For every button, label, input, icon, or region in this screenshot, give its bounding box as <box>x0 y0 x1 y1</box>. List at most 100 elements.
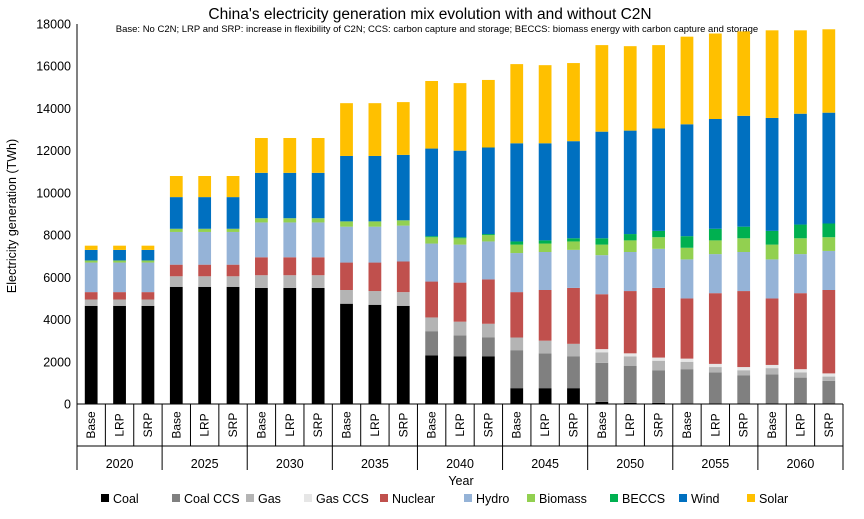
bar-segment-biomass <box>510 244 524 254</box>
x-tick-label: LRP <box>198 413 212 436</box>
x-tick-label: LRP <box>368 413 382 436</box>
bar-segment-beccs <box>567 238 580 242</box>
bar-segment-gas-ccs <box>595 349 609 353</box>
x-tick-label: Base <box>510 411 524 439</box>
bar-segment-solar <box>311 138 325 173</box>
bar-segment-biomass <box>340 221 353 227</box>
bar-segment-hydro <box>425 243 439 282</box>
x-tick-label: Base <box>765 411 779 439</box>
bar-segment-gas <box>396 292 410 306</box>
bar-segment-biomass <box>113 260 126 263</box>
bar-segment-solar <box>794 30 807 114</box>
legend-swatch <box>172 494 180 502</box>
x-tick-label: SRP <box>396 413 410 438</box>
bar-segment-coal <box>623 402 637 404</box>
bar-segment-nuclear <box>283 257 297 276</box>
bar-segment-nuclear <box>368 262 382 292</box>
bar-segment-hydro <box>708 254 722 294</box>
bar-segment-wind <box>226 197 240 229</box>
bar-segment-coal-ccs <box>765 374 779 404</box>
bar-segment-solar <box>425 81 439 149</box>
bar-segment-coal-ccs <box>652 370 665 403</box>
bar-segment-wind <box>481 147 495 235</box>
bar-segment-solar <box>340 103 353 156</box>
bar-segment-hydro <box>680 259 694 299</box>
bar-segment-solar <box>652 45 665 129</box>
bar-segment-beccs <box>794 224 807 239</box>
bar-segment-gas-ccs <box>708 363 722 368</box>
bar-segment-wind <box>794 113 807 225</box>
x-tick-label: Base <box>169 411 183 439</box>
x-group-label: 2025 <box>191 457 219 471</box>
bar-segment-solar <box>113 245 126 250</box>
bar-segment-wind <box>765 117 779 231</box>
legend-label: Coal CCS <box>184 492 240 506</box>
x-group-label: 2035 <box>361 457 389 471</box>
x-tick-label: LRP <box>793 413 807 436</box>
bar-segment-gas <box>822 376 836 381</box>
bar-segment-gas <box>680 361 694 370</box>
bar-segment-hydro <box>595 255 609 295</box>
bar-segment-wind <box>623 130 637 235</box>
bar-segment-biomass <box>84 260 98 263</box>
bar-segment-biomass <box>396 220 410 226</box>
bar-segment-nuclear <box>113 292 126 300</box>
bar-segment-solar <box>141 245 155 250</box>
bar-segment-gas <box>283 275 297 288</box>
bar-segment-nuclear <box>595 294 609 350</box>
bar-segment-hydro <box>765 259 779 299</box>
bar-segment-biomass <box>822 237 836 251</box>
bar-segment-coal-ccs <box>708 372 722 404</box>
y-tick-label: 18000 <box>36 18 71 32</box>
bar-segment-nuclear <box>141 292 155 300</box>
bar-segment-gas-ccs <box>794 369 807 373</box>
bar-segment-wind <box>595 131 609 239</box>
legend-label: Hydro <box>476 492 509 506</box>
bar-segment-biomass <box>623 240 637 252</box>
x-group-label: 2045 <box>531 457 559 471</box>
bar-segment-wind <box>425 148 439 237</box>
bar-segment-gas <box>595 352 609 363</box>
bar-segment-wind <box>84 249 98 261</box>
bar-segment-hydro <box>623 252 637 292</box>
bar-segment-beccs <box>708 228 722 241</box>
bar-segment-gas <box>113 299 126 306</box>
bar-segment-coal-ccs <box>481 337 495 357</box>
bar-segment-biomass <box>595 244 609 256</box>
x-tick-label: LRP <box>453 413 467 436</box>
y-tick-label: 0 <box>64 398 71 412</box>
bar-segment-wind <box>311 172 325 219</box>
bar-segment-wind <box>198 197 212 229</box>
bar-segment-gas <box>567 343 580 357</box>
bar-segment-biomass <box>708 240 722 255</box>
bar-segment-wind <box>538 143 552 241</box>
bar-segment-coal-ccs <box>425 331 439 356</box>
legend: Coal Coal CCS Gas Gas CCS Nuclear Hydro Biomas… <box>101 492 788 506</box>
x-tick-label: SRP <box>311 413 325 438</box>
bar-segment-solar <box>765 30 779 118</box>
bar-segment-hydro <box>396 225 410 262</box>
bar-segment-coal <box>538 388 552 404</box>
bar-segment-biomass <box>169 228 183 232</box>
bar-segment-coal <box>481 356 495 404</box>
bar-segment-hydro <box>311 222 325 258</box>
bar-segment-biomass <box>481 235 495 242</box>
chart-title: China's electricity generation mix evolu… <box>208 6 651 23</box>
bar-segment-wind <box>283 172 297 219</box>
bar-segment-solar <box>368 103 382 156</box>
legend-label: Coal <box>113 492 139 506</box>
y-tick-label: 12000 <box>36 144 71 158</box>
bar-segment-coal-ccs <box>680 369 694 404</box>
bar-segment-nuclear <box>84 292 98 300</box>
bar-segment-nuclear <box>255 257 268 276</box>
x-tick-label: SRP <box>141 413 155 438</box>
bar-segment-gas <box>708 367 722 373</box>
y-tick-label: 6000 <box>43 271 71 285</box>
bar-segment-beccs <box>425 236 439 238</box>
bar-segment-hydro <box>255 222 268 258</box>
bar-segment-coal <box>255 287 268 404</box>
bar-segment-coal <box>652 402 665 404</box>
bar-segment-nuclear <box>652 287 665 358</box>
legend-swatch <box>464 494 472 502</box>
